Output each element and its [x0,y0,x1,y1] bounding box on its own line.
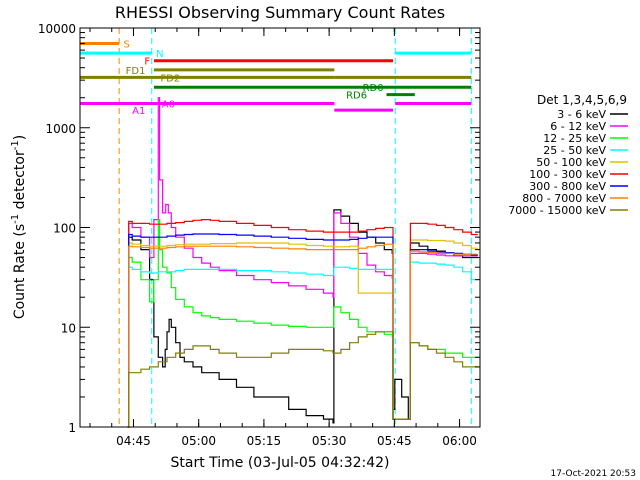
x-tick-label-0: 04:45 [116,434,151,448]
y-tick-label-1: 10 [61,321,76,335]
series-group [127,97,478,428]
x-axis-label: Start Time (03-Jul-05 04:32:42) [170,455,389,471]
y-label-exp1: -1 [10,214,21,224]
series-line-2 [127,219,478,428]
y-label-prefix: Count Rate (s [12,224,28,319]
legend-title: Det 1,3,4,5,6,9 [537,93,627,107]
legend-label-5: 100 - 300 keV [529,168,606,181]
series-line-1 [127,97,478,428]
series-line-7 [127,243,478,428]
flag-label-0: S [123,39,129,50]
legend-label-3: 25 - 50 keV [543,144,606,157]
y-tick-label-0: 1 [68,421,76,435]
chart-title: RHESSI Observing Summary Count Rates [115,3,445,22]
flag-label-3: FD1 [126,66,146,77]
flag-label-6: RD6 [346,91,367,102]
x-tick-label-3: 05:30 [312,434,347,448]
y-axis-label: Count Rate (s-1 detector-1) [10,135,28,319]
flag-label-1: N [156,49,163,60]
series-line-5 [127,219,478,428]
flag-label-4: FD2 [160,73,180,84]
legend-label-4: 50 - 100 keV [536,156,606,169]
legend-label-1: 6 - 12 keV [550,120,606,133]
y-tick-label-4: 10000 [38,22,76,36]
x-tick-label-1: 05:00 [181,434,216,448]
footer-timestamp: 17-Oct-2021 20:53 [551,469,636,479]
flag-label-7: A0 [162,100,175,111]
series-line-4 [127,239,478,428]
flag-label-8: A1 [132,106,145,117]
legend-label-8: 7000 - 15000 keV [508,204,606,217]
tick-marks: 04:45 05:00 05:15 05:30 05:45 06:00 1 10 100 1000… [38,22,480,448]
flag-label-2: F [144,57,150,68]
series-line-3 [127,261,478,428]
legend-label-0: 3 - 6 keV [557,108,606,121]
legend-label-2: 12 - 25 keV [543,132,606,145]
x-tick-label-5: 06:00 [442,434,477,448]
flag-label-5: RD0 [363,83,384,94]
y-label-suffix: ) [12,135,28,140]
y-tick-label-2: 100 [53,222,76,236]
y-label-mid: detector [12,150,28,214]
series-line-6 [127,233,478,428]
series-line-8 [127,331,478,428]
series-line-0 [127,209,478,428]
y-label-exp2: -1 [10,140,21,150]
legend-label-7: 800 - 7000 keV [522,192,606,205]
x-tick-label-2: 05:15 [247,434,282,448]
vertical-markers [118,28,472,427]
y-tick-label-3: 1000 [45,122,76,136]
legend-label-6: 300 - 800 keV [529,180,606,193]
x-tick-label-4: 05:45 [377,434,412,448]
